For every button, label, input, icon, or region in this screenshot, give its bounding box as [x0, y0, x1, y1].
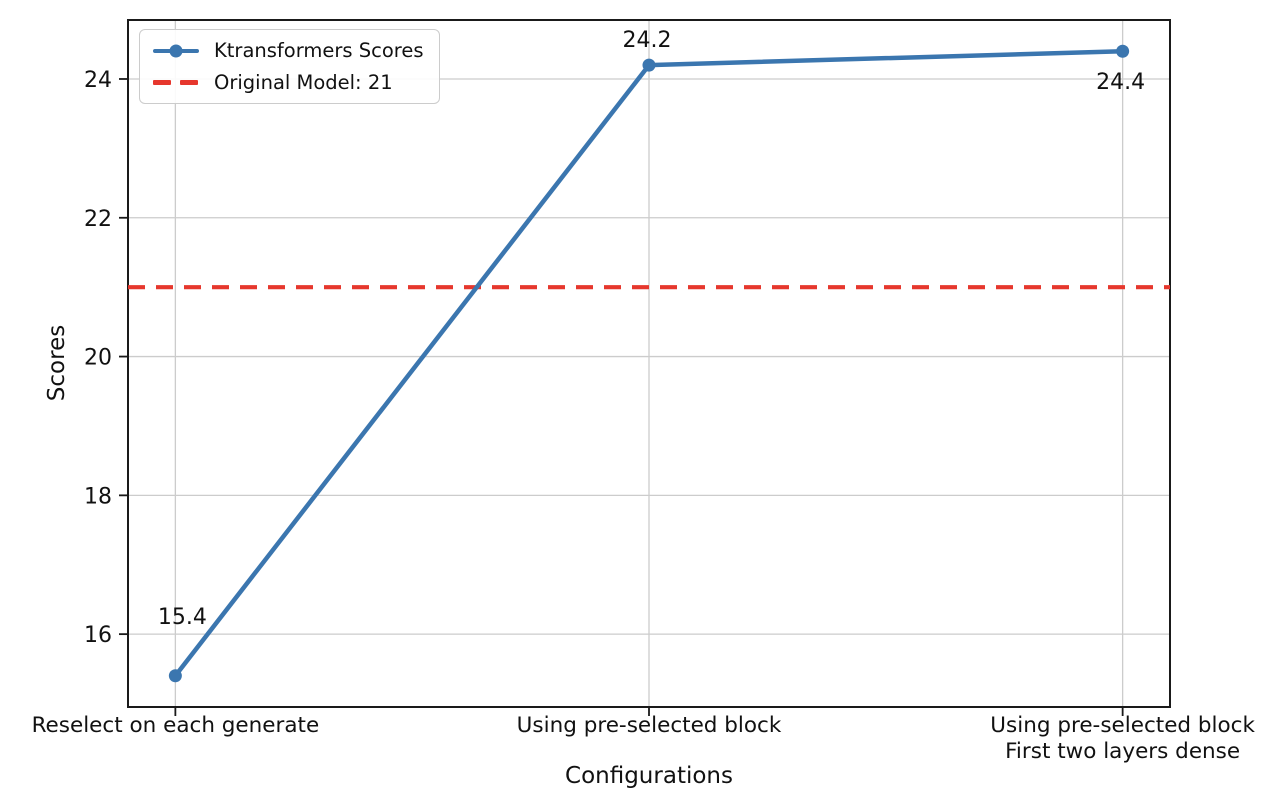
dashed-line-swatch	[153, 73, 199, 93]
point-value-label: 24.4	[1096, 70, 1145, 95]
point-value-label: 24.2	[623, 28, 672, 53]
legend-item-original-model: Original Model: 21	[153, 71, 424, 94]
y-tick-label: 16	[84, 623, 112, 648]
y-tick-labels: 16 18 20 22 24	[84, 68, 112, 648]
legend-item-ktransformers-scores: Ktransformers Scores	[153, 39, 424, 62]
data-point	[1116, 44, 1130, 58]
point-labels: 15.4 24.2 24.4	[158, 28, 1145, 630]
series-ktransformers-scores	[168, 44, 1130, 683]
legend: Ktransformers Scores Original Model: 21	[139, 29, 440, 104]
y-tick-label: 18	[84, 484, 112, 509]
data-point	[168, 669, 182, 683]
x-axis-label: Configurations	[565, 763, 733, 789]
line-with-marker-swatch	[153, 41, 199, 61]
plot-border	[127, 19, 1171, 708]
y-tick-label: 20	[84, 346, 112, 371]
x-tick-label: Using pre-selected block First two layer…	[990, 713, 1255, 764]
legend-label: Original Model: 21	[214, 71, 393, 94]
y-tick-label: 24	[84, 68, 112, 93]
y-tick-label: 22	[84, 207, 112, 232]
gridlines	[128, 20, 1170, 707]
x-tick-label: Using pre-selected block	[516, 713, 782, 738]
x-tick-label: Reselect on each generate	[31, 713, 320, 738]
axis-ticks	[119, 78, 1124, 716]
y-axis-label: Scores	[44, 324, 70, 402]
point-value-label: 15.4	[158, 605, 207, 630]
data-point	[642, 58, 656, 72]
legend-label: Ktransformers Scores	[214, 39, 424, 62]
